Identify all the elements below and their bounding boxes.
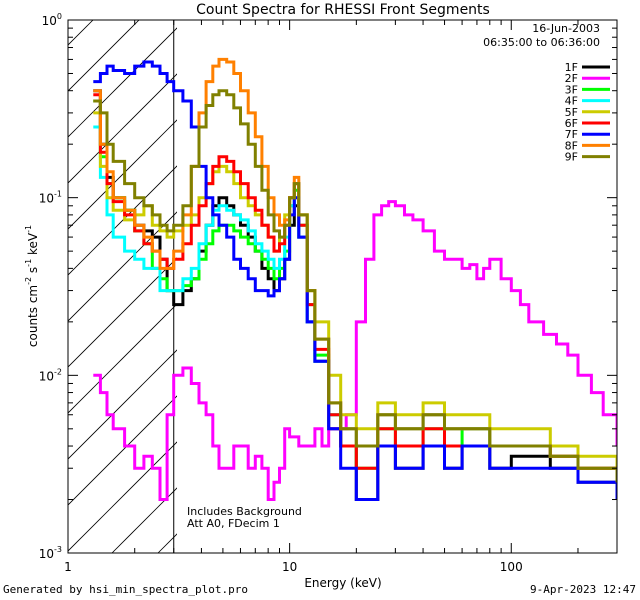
legend-label-5F: 5F (565, 106, 578, 119)
series-7F-line (93, 60, 617, 501)
y-label-exp: -1 (24, 225, 33, 233)
y-label-exp: -1 (24, 259, 33, 267)
x-tick-label: 100 (500, 560, 523, 574)
y-tick-label: 10-3 (39, 545, 62, 561)
y-label-exp: -2 (24, 277, 33, 285)
legend-label-7F: 7F (565, 128, 578, 141)
series-layer (93, 57, 617, 501)
time-range-label: 06:35:00 to 06:36:00 (483, 36, 600, 49)
y-tick-exp: -2 (54, 367, 62, 376)
legend-label-9F: 9F (565, 151, 578, 164)
legend-label-3F: 3F (565, 83, 578, 96)
date-label: 16-Jun-2003 (532, 22, 600, 35)
y-axis-label: counts cm-2 s-1 keV-1 (24, 225, 40, 347)
y-tick-base: 10 (42, 14, 57, 28)
y-tick-base: 10 (39, 369, 54, 383)
x-axis: 1 10 100 (64, 20, 618, 574)
x-tick-label: 10 (282, 560, 297, 574)
y-tick-label: 100 (42, 12, 62, 28)
chart-title: Count Spectra for RHESSI Front Segments (196, 2, 490, 18)
x-axis-label: Energy (keV) (304, 576, 381, 590)
hatch-line (68, 20, 94, 46)
legend-label-8F: 8F (565, 139, 578, 152)
y-tick-base: 10 (39, 192, 54, 206)
hatch-line (68, 303, 177, 414)
hatch-line (68, 20, 140, 92)
hatch-line (68, 349, 177, 460)
hatch-line (68, 165, 177, 276)
x-tick-label: 1 (64, 560, 72, 574)
hatch-line (68, 441, 177, 552)
legend-label-6F: 6F (565, 117, 578, 130)
note-background: Includes Background (187, 505, 302, 518)
footer-timestamp: 9-Apr-2023 12:47 (530, 583, 636, 596)
footer-generated-by: Generated by hsi_min_spectra_plot.pro (3, 583, 249, 596)
y-label-part: keV (26, 232, 40, 259)
y-tick-base: 10 (39, 547, 54, 561)
hatch-line (68, 27, 177, 138)
legend-label-4F: 4F (565, 95, 578, 108)
legend-label-1F: 1F (565, 61, 578, 74)
hatch-line (68, 211, 177, 322)
hatch-line (68, 395, 177, 506)
series-2F-line (93, 200, 617, 501)
y-tick-exp: 0 (57, 12, 62, 21)
note-attenuator: Att A0, FDecim 1 (187, 517, 280, 530)
plot-frame (67, 19, 618, 554)
legend-label-2F: 2F (565, 72, 578, 85)
series-9F-line (93, 89, 617, 483)
y-tick-label: 10-2 (39, 367, 62, 383)
y-tick-exp: -3 (54, 545, 62, 554)
y-label-part: counts cm (26, 285, 40, 347)
y-tick-label: 10-1 (39, 190, 62, 206)
y-label-part: s (26, 267, 40, 277)
y-tick-exp: -1 (54, 190, 62, 199)
